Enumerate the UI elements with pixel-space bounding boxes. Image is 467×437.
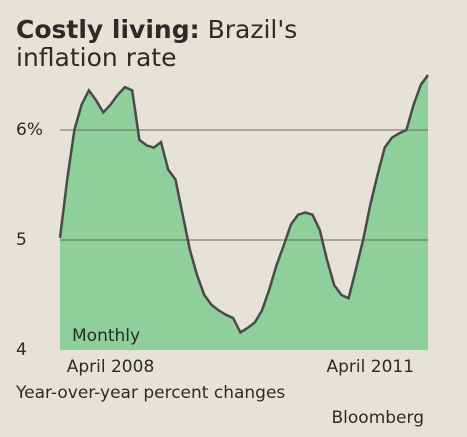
source: Bloomberg [332,408,424,428]
y-tick-label: 6% [16,120,43,140]
area [60,75,428,350]
x-tick-label: April 2011 [327,357,415,377]
x-tick-label: April 2008 [67,357,155,377]
note: Year-over-year percent changes [15,383,285,403]
annotation: Monthly [72,326,140,346]
chart-subtitle: Brazil's inflation rate [16,15,298,72]
y-tick-label: 4 [16,340,27,360]
chart-title: Costly living: [16,15,200,44]
header: Costly living: Brazil's inflation rate [16,16,346,72]
line [58,74,430,335]
y-tick-label: 5 [16,230,27,250]
